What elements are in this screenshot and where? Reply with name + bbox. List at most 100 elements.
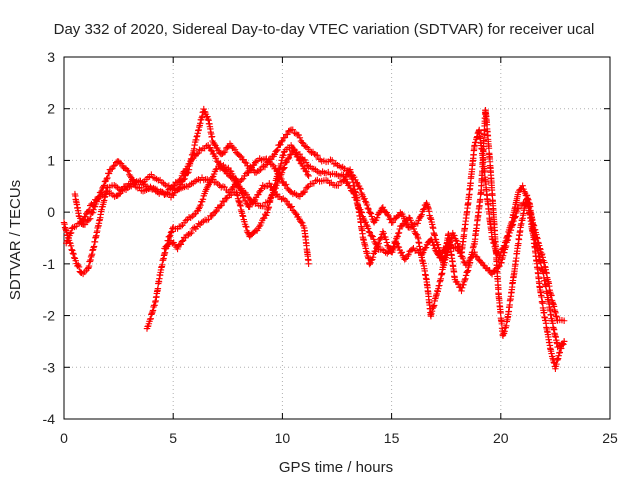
data-point xyxy=(404,252,411,260)
data-point xyxy=(270,184,278,192)
data-point xyxy=(107,166,115,173)
data-point xyxy=(116,159,124,166)
x-tick-label: 25 xyxy=(602,430,618,446)
data-point xyxy=(82,213,89,220)
series-track-b xyxy=(71,105,568,351)
data-point xyxy=(273,147,280,154)
data-point xyxy=(239,190,246,197)
data-point xyxy=(301,188,309,196)
data-point xyxy=(451,232,458,239)
data-point xyxy=(298,219,305,226)
data-point xyxy=(100,182,108,189)
data-point xyxy=(362,198,369,205)
data-point xyxy=(389,219,397,226)
data-point xyxy=(212,155,220,162)
data-point xyxy=(218,202,225,209)
data-point xyxy=(384,242,391,249)
data-point xyxy=(414,220,422,227)
data-point xyxy=(454,240,461,247)
data-point xyxy=(199,196,207,203)
data-point xyxy=(266,180,273,187)
data-point xyxy=(243,223,250,231)
data-point xyxy=(366,209,374,216)
data-point xyxy=(341,176,348,183)
data-point xyxy=(85,216,93,224)
data-point xyxy=(197,202,204,209)
data-point xyxy=(435,244,442,251)
data-point xyxy=(217,202,224,210)
data-point xyxy=(399,222,407,229)
data-point xyxy=(274,170,282,177)
data-point xyxy=(241,159,249,166)
data-point xyxy=(364,225,372,232)
data-point xyxy=(110,162,117,170)
series-track-e xyxy=(161,142,312,253)
data-point xyxy=(181,175,188,183)
data-point xyxy=(85,208,92,215)
data-point xyxy=(560,338,568,345)
data-point xyxy=(401,256,408,263)
data-point xyxy=(292,209,299,217)
data-point xyxy=(308,149,315,156)
data-point xyxy=(167,232,174,239)
data-point xyxy=(195,205,203,212)
data-point xyxy=(184,170,191,177)
data-point xyxy=(193,150,201,158)
data-point xyxy=(267,195,274,202)
data-point xyxy=(367,210,375,217)
data-point xyxy=(277,141,284,148)
data-point xyxy=(556,349,563,356)
data-point xyxy=(398,249,405,256)
data-point xyxy=(363,201,371,209)
y-tick-label: -2 xyxy=(43,308,56,324)
data-point xyxy=(80,216,87,224)
data-point xyxy=(502,237,510,245)
data-point xyxy=(174,245,181,253)
x-tick-label: 10 xyxy=(275,430,291,446)
x-tick-label: 0 xyxy=(60,430,68,446)
data-point xyxy=(311,150,318,158)
series-track-d xyxy=(143,162,312,332)
data-point xyxy=(368,213,375,220)
data-point xyxy=(432,236,440,243)
data-point xyxy=(207,179,214,186)
x-tick-label: 20 xyxy=(493,430,509,446)
data-point xyxy=(501,242,508,249)
data-point xyxy=(503,233,511,240)
data-point xyxy=(395,244,403,251)
data-point xyxy=(280,152,287,159)
data-point xyxy=(262,212,270,219)
data-point xyxy=(305,260,312,268)
data-point xyxy=(243,159,250,167)
data-point xyxy=(177,241,185,248)
data-point xyxy=(395,229,403,236)
data-point xyxy=(86,206,93,214)
data-point xyxy=(69,250,77,257)
data-point xyxy=(304,184,311,191)
data-point xyxy=(115,190,123,198)
x-tick-label: 15 xyxy=(384,430,400,446)
data-point xyxy=(394,212,402,220)
data-point xyxy=(455,280,462,288)
data-point xyxy=(256,223,263,230)
data-point xyxy=(220,198,228,206)
data-point xyxy=(266,198,274,206)
data-point xyxy=(393,233,401,241)
grid-lines xyxy=(64,57,610,419)
data-point xyxy=(288,203,295,210)
data-point xyxy=(372,248,379,255)
data-point xyxy=(239,213,247,220)
data-point xyxy=(394,233,401,240)
x-axis-ticks: 0 5 10 15 20 25 xyxy=(60,57,618,446)
data-point xyxy=(188,229,195,237)
data-point xyxy=(560,317,568,324)
data-point xyxy=(373,245,380,252)
chart-title: Day 332 of 2020, Sidereal Day-to-day VTE… xyxy=(54,21,595,38)
data-point xyxy=(269,161,276,168)
data-point xyxy=(277,160,285,168)
data-point xyxy=(335,182,342,189)
data-point xyxy=(422,244,430,251)
data-point xyxy=(205,216,212,223)
data-point xyxy=(236,152,244,160)
data-point xyxy=(284,155,292,163)
